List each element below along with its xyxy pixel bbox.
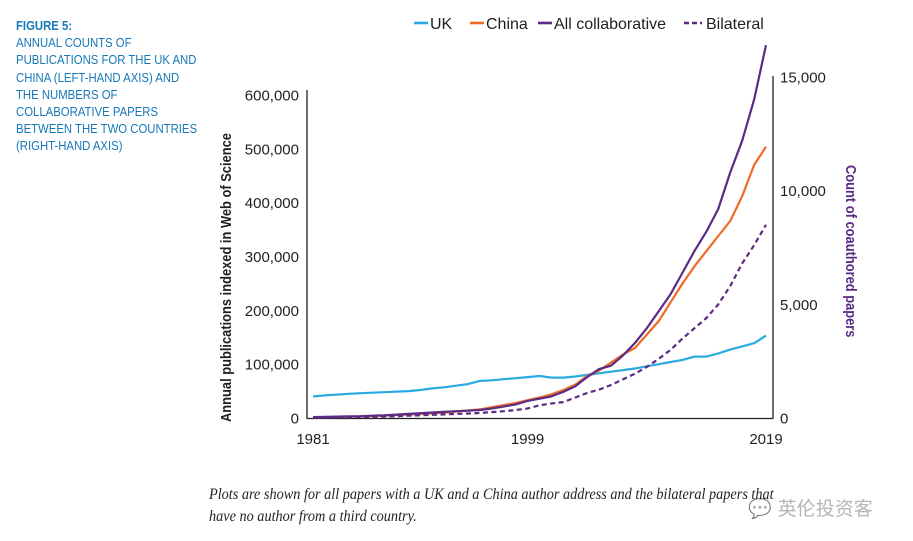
left-tick-label: 200,000 (245, 303, 299, 320)
left-tick-label: 400,000 (245, 195, 299, 212)
left-tick-label: 300,000 (245, 249, 299, 266)
legend-item-bilateral: Bilateral (684, 16, 764, 33)
legend: UK China All collaborative Bilateral (414, 16, 764, 33)
legend-item-china: China (470, 16, 528, 33)
legend-item-uk: UK (414, 16, 453, 33)
legend-label: All collaborative (554, 16, 666, 33)
watermark-text: 英伦投资客 (777, 498, 873, 520)
legend-label: UK (430, 16, 453, 33)
left-tick-label: 600,000 (245, 88, 299, 105)
series-line-bilateral (312, 224, 767, 419)
figure-caption: FIGURE 5: ANNUAL COUNTS OF PUBLICATIONS … (16, 17, 197, 155)
figure-label: FIGURE 5: (16, 18, 73, 33)
footnote-line-1: Plots are shown for all papers with a UK… (209, 486, 774, 503)
series-line-all-collaborative (312, 44, 768, 419)
x-tick-label: 1981 (296, 431, 329, 448)
x-axis-ticks: 1981 1999 2019 (296, 431, 782, 448)
x-tick-label: 1999 (511, 431, 544, 448)
watermark: 💬 英伦投资客 (748, 494, 873, 521)
left-tick-label: 100,000 (245, 357, 299, 374)
axes (306, 76, 774, 420)
series-line-uk (312, 334, 767, 398)
left-tick-label: 500,000 (245, 141, 299, 158)
figure-title: ANNUAL COUNTS OF PUBLICATIONS FOR THE UK… (16, 35, 198, 154)
footnote-line-2: have no author from a third country. (209, 508, 417, 525)
legend-item-all-collaborative: All collaborative (538, 16, 666, 33)
left-axis-title: Annual publications indexed in Web of Sc… (217, 133, 234, 422)
series-layer (312, 44, 768, 419)
left-axis-ticks: 0 100,000 200,000 300,000 400,000 500,000 600,… (245, 88, 299, 428)
right-tick-label: 15,000 (780, 70, 826, 87)
chart-footnote: Plots are shown for all papers with a UK… (209, 484, 844, 528)
right-axis-ticks: 0 5,000 10,000 15,000 (780, 70, 826, 428)
right-tick-label: 0 (780, 411, 788, 428)
chat-bubble-icon: 💬 (748, 498, 772, 520)
right-tick-label: 10,000 (780, 183, 826, 200)
left-tick-label: 0 (291, 411, 299, 428)
legend-label: Bilateral (706, 16, 764, 33)
right-tick-label: 5,000 (780, 297, 818, 314)
line-chart: UK China All collaborative Bilateral 0 100,0… (217, 16, 860, 448)
legend-label: China (486, 16, 528, 33)
right-axis-title: Count of coauthored papers (843, 165, 860, 338)
x-tick-label: 2019 (749, 431, 782, 448)
